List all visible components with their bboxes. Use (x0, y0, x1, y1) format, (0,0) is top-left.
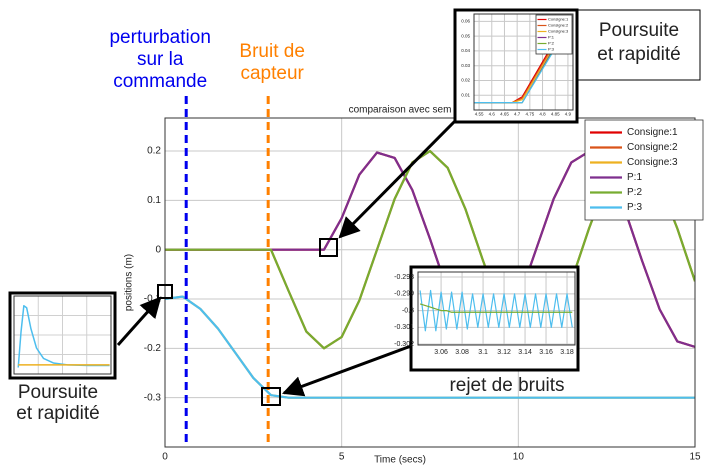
chart-title: comparaison avec sem (349, 105, 452, 116)
x-tick-label: 4.75 (525, 112, 534, 117)
y-tick-label: -0.302 (394, 341, 414, 348)
legend-label: P:3 (627, 202, 642, 213)
callout-box (577, 9, 701, 81)
data-line (474, 26, 569, 104)
y-tick-label: -0.3 (402, 307, 414, 314)
callout-text: et rapidité (597, 44, 680, 65)
x-tick-label: 10 (513, 452, 525, 463)
y-tick-label: -0.298 (394, 274, 414, 281)
arrow (338, 119, 457, 239)
zoom-box (261, 387, 281, 406)
x-tick-label: 15 (689, 452, 701, 463)
y-tick-label: 0.1 (147, 195, 161, 206)
callout-text: Poursuite (18, 382, 98, 403)
x-axis-label: Time (secs) (374, 455, 426, 466)
x-tick-label: 3.06 (434, 349, 448, 356)
legend-label: P:2 (627, 187, 642, 198)
legend-label: Consigne:1 (627, 127, 678, 138)
axes-frame (164, 117, 696, 448)
x-tick-label: 4.55 (475, 112, 484, 117)
y-tick-label: -0.3 (144, 392, 162, 403)
data-line (419, 303, 573, 313)
legend-label: Consigne:3 (627, 157, 678, 168)
y-tick-label: 0.2 (147, 146, 161, 157)
legend-box (535, 14, 573, 55)
axes-frame (13, 295, 112, 375)
marker-label: sur la (137, 49, 184, 70)
y-tick-label: -0.299 (394, 291, 414, 298)
y-axis-label: positions (m) (124, 254, 135, 311)
callouts: Poursuite et rapidité Poursuite et rapid… (16, 9, 701, 424)
legend-box (584, 119, 704, 221)
legend-label: P:3 (548, 47, 555, 52)
zoom-box (319, 238, 338, 257)
x-tick-label: 4.7 (514, 112, 521, 117)
x-tick-label: 3.1 (478, 349, 488, 356)
legend-label: Consigne:2 (627, 142, 678, 153)
data-line (165, 295, 695, 399)
y-tick-label: 0 (155, 244, 161, 255)
x-tick-label: 4.9 (565, 112, 572, 117)
y-tick-label: 0.04 (461, 48, 470, 53)
x-tick-label: 4.6 (489, 112, 496, 117)
y-tick-label: -0.2 (144, 343, 162, 354)
marker-label: Bruit de (239, 41, 304, 62)
legend-label: Consigne:3 (548, 29, 569, 34)
y-tick-label: 0.02 (461, 78, 470, 83)
inset-chart: -0.298 -0.299 -0.3 -0.301 -0.302 3.06 3.08 3.1 3… (394, 265, 580, 372)
y-tick-label: 0.01 (461, 92, 470, 97)
marker-label: commande (113, 71, 207, 92)
axes-frame (473, 13, 574, 111)
callout-text: et rapidité (16, 403, 99, 424)
x-tick-label: 3.18 (560, 349, 574, 356)
inset-chart: 0.01 0.02 0.03 0.04 0.05 0.06 4.55 4.6 4.65 4.7 4.… (453, 8, 579, 124)
axes-frame (417, 271, 576, 346)
data-line (419, 289, 573, 332)
legend-label: P:1 (548, 35, 555, 40)
zoom-box (157, 284, 173, 299)
legend-label: P:2 (548, 41, 555, 46)
marker-label: perturbation (109, 27, 210, 48)
y-tick-label: 0.05 (461, 33, 470, 38)
x-tick-label: 3.16 (539, 349, 553, 356)
x-tick-label: 4.85 (551, 112, 560, 117)
x-tick-label: 3.14 (518, 349, 532, 356)
y-tick-label: 0.03 (461, 63, 470, 68)
callout-text: Poursuite (599, 20, 679, 41)
x-tick-label: 3.12 (497, 349, 511, 356)
arrow (116, 296, 162, 346)
x-tick-label: 5 (339, 452, 345, 463)
inset-chart (8, 291, 117, 380)
legend-label: Consigne:2 (548, 23, 569, 28)
x-tick-label: 4.65 (500, 112, 509, 117)
insets: 0.01 0.02 0.03 0.04 0.05 0.06 4.55 4.6 4.65 4.7 4.… (8, 8, 580, 380)
legend-label: P:1 (627, 172, 642, 183)
x-tick-label: 3.08 (455, 349, 469, 356)
x-tick-label: 0 (162, 452, 168, 463)
callout-text: rejet de bruits (449, 375, 564, 396)
legend-label: Consigne:1 (548, 17, 569, 22)
y-tick-label: 0.06 (461, 19, 470, 24)
marker-label: capteur (240, 63, 304, 84)
x-tick-label: 4.8 (539, 112, 546, 117)
y-tick-label: -0.301 (394, 324, 414, 331)
arrow (282, 344, 412, 397)
